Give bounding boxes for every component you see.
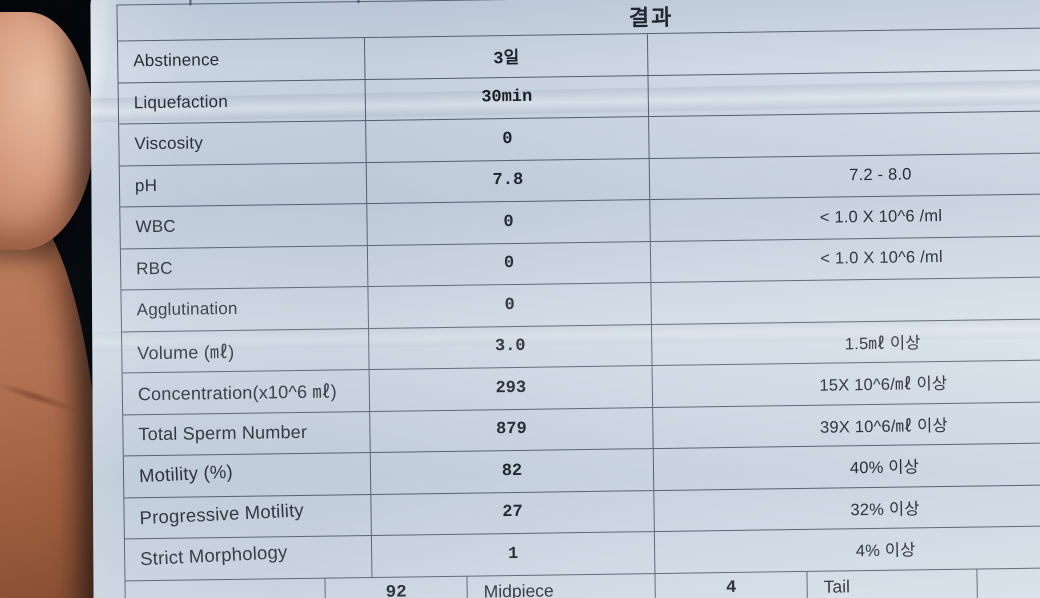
row-reference: < 1.0 X 10^6 /ml [820,248,943,268]
row-label: Liquefaction [118,79,367,124]
results-table: 결과 Abstinence 3일 Liquefaction 30min Viscosit… [116,0,1040,598]
row-label: WBC [120,204,368,248]
report-paper: 결과 Abstinence 3일 Liquefaction 30min Viscosit… [90,0,1040,598]
row-label: Viscosity [119,121,367,165]
row-reference: 32% 이상 [850,500,920,520]
row-label: Motility (%) [123,453,372,497]
row-value: 82 [370,449,655,494]
row-label: Concentration(x10^6 ㎖) [122,370,371,414]
morphology-tail-value [977,567,1040,598]
row-label: pH [119,162,368,207]
row-label: Total Sperm Number [123,411,371,456]
morphology-mid-value: 4 [655,571,809,598]
row-reference: 7.2 - 8.0 [849,165,912,185]
morphology-mid-label: Midpiece [467,573,657,598]
table-grid-stub [357,0,359,4]
row-label: Abstinence [117,38,366,82]
row-value: 30min [365,75,650,121]
row-value: 27 [371,490,655,535]
morphology-first-value: 92 [325,576,469,598]
row-reference: 40% 이상 [849,458,920,478]
row-value: 0 [367,241,652,287]
row-reference: 39X 10^6/㎖ 이상 [819,416,948,437]
row-value: 1 [371,532,656,577]
row-label: Progressive Motility [124,494,372,539]
row-value: 7.8 [366,158,651,204]
row-reference: < 1.0 X 10^6 /ml [819,206,943,227]
row-value: 293 [369,366,654,411]
row-value: 879 [370,407,654,453]
morphology-first-label [125,578,327,598]
row-value: 0 [367,200,651,245]
row-value: 3일 [364,34,649,79]
row-label: RBC [120,245,369,290]
row-reference: 4% 이상 [855,541,916,561]
row-value: 0 [366,117,650,162]
row-reference [648,69,1040,116]
row-value: 3.0 [368,324,653,370]
table-rows: Abstinence 3일 Liquefaction 30min Viscosity 0 p… [117,27,1040,581]
row-reference [648,28,1040,75]
row-label: Agglutination [121,287,369,331]
row-label: Strict Morphology [124,535,373,580]
morphology-tail-label: Tail [807,569,979,598]
row-label: Volume (㎖) [122,328,370,373]
row-reference: 15X 10^6/㎖ 이상 [819,375,948,395]
row-reference [651,277,1040,324]
row-value: 0 [368,283,652,328]
table-grid-stub [189,0,191,6]
row-reference [649,111,1040,158]
table-title: 결과 [628,4,674,30]
row-reference: 1.5㎖ 이상 [844,334,921,354]
